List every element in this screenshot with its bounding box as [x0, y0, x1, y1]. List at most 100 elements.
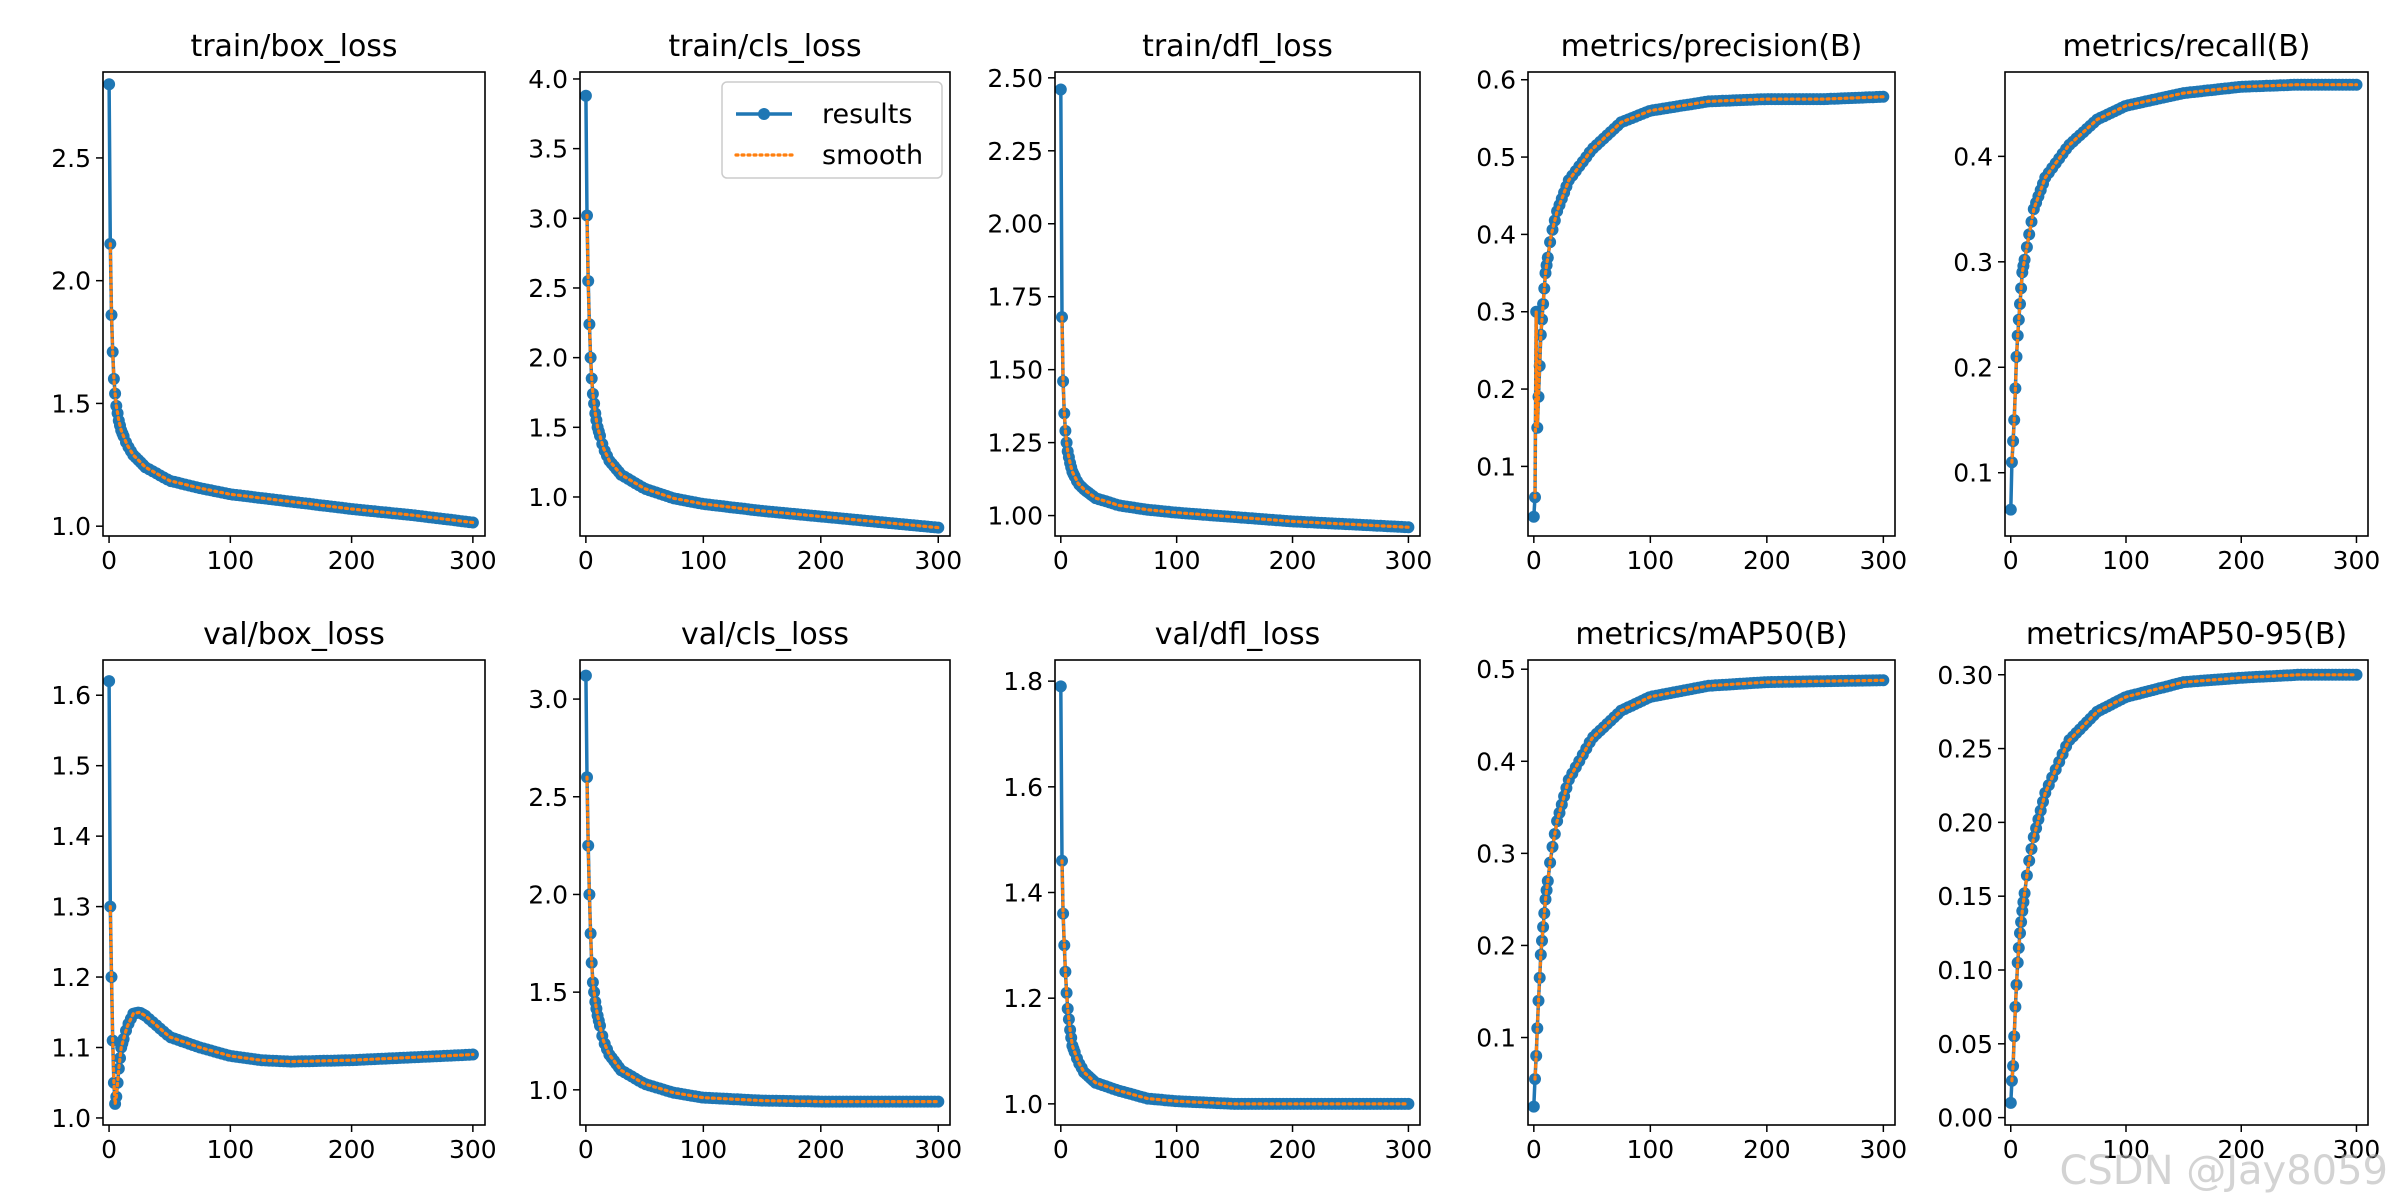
- y-tick-label: 2.0: [528, 880, 568, 909]
- y-tick-label: 1.2: [1003, 984, 1043, 1013]
- smooth-series-line: [2010, 673, 2359, 1083]
- y-tick-label: 1.0: [1003, 1090, 1043, 1119]
- results-point: [2011, 956, 2024, 969]
- y-tick-label: 1.6: [51, 681, 91, 710]
- results-point: [1527, 1100, 1540, 1113]
- x-tick-label: 300: [2333, 546, 2381, 575]
- y-tick-label: 1.8: [1003, 667, 1043, 696]
- results-series-line: [107, 681, 473, 1106]
- results-point: [2010, 350, 2023, 363]
- results-series-line: [107, 84, 474, 525]
- legend: results smooth: [721, 81, 943, 179]
- y-tick-label: 0.3: [1953, 248, 1993, 277]
- y-tick-label: 0.1: [1953, 459, 1993, 488]
- x-tick-label: 300: [1385, 546, 1433, 575]
- axes-frame: [579, 659, 951, 1126]
- x-tick-label: 200: [1269, 1135, 1317, 1164]
- y-tick-label: 1.0: [528, 1076, 568, 1105]
- x-tick-label: 300: [449, 546, 497, 575]
- y-tick-label: 0.4: [1476, 747, 1516, 776]
- y-tick-label: 3.5: [528, 135, 568, 164]
- x-tick-label: 0: [1526, 546, 1542, 575]
- results-series-line: [584, 675, 939, 1104]
- results-point: [579, 669, 592, 682]
- legend-label-results: results: [822, 99, 912, 130]
- subplot-title: metrics/recall(B): [2062, 29, 2310, 64]
- x-tick-label: 100: [2102, 546, 2150, 575]
- results-point: [2014, 927, 2026, 940]
- results-series-line: [2009, 673, 2357, 1103]
- y-tick-label: 0.3: [1476, 839, 1516, 868]
- smooth-series-line: [1060, 315, 1410, 529]
- y-tick-label: 0.1: [1476, 1024, 1516, 1053]
- y-tick-label: 1.0: [528, 483, 568, 512]
- y-tick-label: 1.4: [1003, 879, 1043, 908]
- subplot-7: val/dfl_loss 0 100 200 300 1.0 1.2 1.4 1.6 1.8: [1003, 617, 1432, 1164]
- y-tick-label: 0.05: [1937, 1030, 1993, 1059]
- y-tick-label: 0.3: [1476, 298, 1516, 327]
- x-tick-label: 0: [578, 546, 594, 575]
- smooth-series-line: [585, 775, 940, 1104]
- y-tick-label: 4.0: [528, 65, 568, 94]
- x-tick-label: 100: [679, 546, 727, 575]
- x-tick-label: 200: [2217, 546, 2265, 575]
- x-tick-label: 0: [578, 1135, 594, 1164]
- y-tick-label: 0.1: [1476, 452, 1516, 481]
- subplot-3: metrics/precision(B) 0 100 200 300 0.1 0.2 0.3 0…: [1476, 29, 1907, 575]
- subplot-4: metrics/recall(B) 0 100 200 300 0.1 0.2 0.3 0.4: [1953, 29, 2380, 575]
- y-tick-label: 1.5: [528, 978, 568, 1007]
- subplot-5: val/box_loss 0 100 200 300 1.0 1.1 1.2 1.3 1.4 1.5…: [51, 617, 496, 1164]
- results-point: [1402, 1097, 1415, 1110]
- x-tick-label: 300: [1385, 1135, 1433, 1164]
- subplot-0: train/box_loss 0 100 200 300 1.0 1.5 2.0 2.5: [51, 29, 496, 575]
- subplot-9: metrics/mAP50-95(B) 0 100 200 300 0.00 0.05 0.1…: [1937, 617, 2380, 1164]
- y-tick-label: 0.00: [1937, 1104, 1993, 1133]
- legend-label-smooth: smooth: [822, 140, 923, 171]
- x-tick-label: 300: [2333, 1135, 2381, 1164]
- subplot-title: val/box_loss: [203, 617, 385, 652]
- results-point: [1054, 680, 1067, 693]
- y-tick-label: 2.0: [51, 267, 91, 296]
- x-tick-label: 200: [797, 546, 845, 575]
- legend-results-marker: [758, 108, 770, 120]
- smooth-series-line: [585, 213, 940, 530]
- subplot-title: train/cls_loss: [668, 29, 861, 64]
- x-tick-label: 100: [1153, 1135, 1201, 1164]
- smooth-series-line: [2010, 83, 2359, 464]
- results-point: [2004, 1096, 2017, 1109]
- results-point: [103, 78, 116, 91]
- smooth-series-line: [108, 905, 475, 1105]
- y-tick-label: 1.5: [528, 413, 568, 442]
- results-point: [584, 351, 597, 364]
- x-tick-label: 0: [1053, 546, 1069, 575]
- subplot-title: metrics/mAP50(B): [1575, 617, 1847, 652]
- x-tick-label: 0: [101, 1135, 117, 1164]
- results-point: [1057, 375, 1070, 388]
- subplot-title: metrics/precision(B): [1561, 29, 1863, 64]
- x-tick-label: 200: [328, 1135, 376, 1164]
- y-tick-label: 0.20: [1937, 808, 1993, 837]
- x-tick-label: 100: [206, 1135, 254, 1164]
- axes-frame: [579, 71, 951, 537]
- y-tick-label: 2.50: [987, 64, 1043, 93]
- subplot-title: val/cls_loss: [681, 617, 849, 652]
- subplot-title: val/dfl_loss: [1155, 617, 1320, 652]
- y-tick-label: 0.6: [1476, 66, 1516, 95]
- x-tick-label: 200: [1743, 1135, 1791, 1164]
- y-tick-label: 0.5: [1476, 143, 1516, 172]
- y-tick-label: 1.50: [987, 356, 1043, 385]
- y-tick-label: 1.6: [1003, 773, 1043, 802]
- results-point: [1541, 251, 1554, 264]
- results-point: [1054, 83, 1067, 96]
- y-tick-label: 0.10: [1937, 956, 1993, 985]
- x-tick-label: 300: [1859, 1135, 1907, 1164]
- x-tick-label: 200: [1743, 546, 1791, 575]
- results-point: [1527, 510, 1540, 523]
- y-tick-label: 0.4: [1953, 142, 1993, 171]
- x-tick-label: 100: [1153, 546, 1201, 575]
- axes-frame: [1527, 659, 1896, 1126]
- smooth-series-line: [108, 242, 475, 525]
- subplot-6: val/cls_loss 0 100 200 300 1.0 1.5 2.0 2.5 3.0: [528, 617, 962, 1164]
- subplot-title: metrics/mAP50-95(B): [2026, 617, 2347, 652]
